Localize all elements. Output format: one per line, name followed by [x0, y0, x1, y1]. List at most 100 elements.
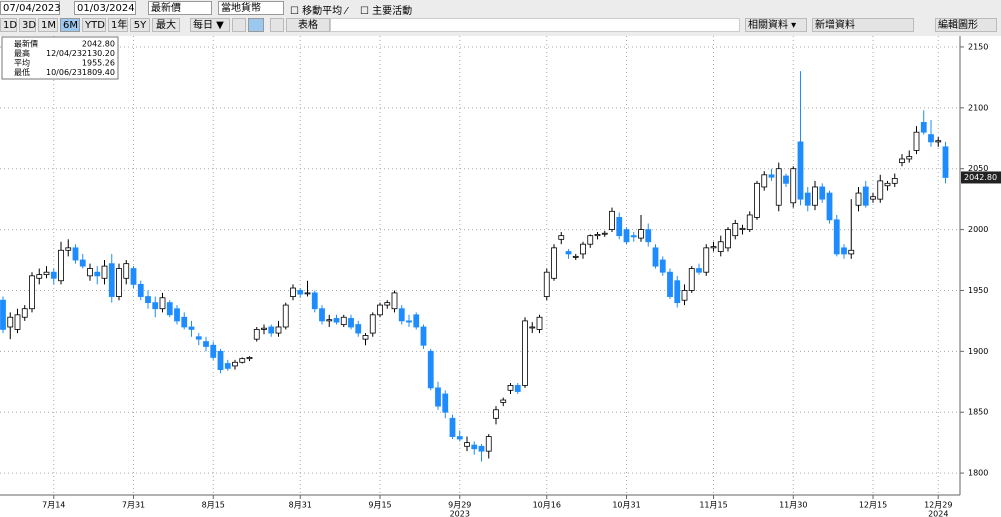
candle-body: [645, 229, 652, 243]
edit-chart[interactable]: 編輯圖形: [935, 18, 997, 32]
candle-body: [478, 445, 485, 452]
candle-body: [572, 255, 579, 258]
range-button[interactable]: 最大: [152, 18, 180, 32]
key-events[interactable]: ☐ 主要活動: [360, 6, 413, 17]
x-tick-label: 11月15: [699, 501, 727, 510]
candle-body: [761, 174, 768, 188]
x-tick-label: 10月31: [612, 501, 640, 510]
legend-date: 12/04/23: [46, 49, 82, 58]
candle-body: [239, 358, 246, 363]
candle-body: [507, 385, 514, 391]
candle-body: [58, 249, 64, 282]
candle-body: [826, 192, 833, 221]
range-button[interactable]: 3D: [19, 18, 36, 32]
tool-button[interactable]: [270, 18, 284, 32]
candle-body: [703, 247, 710, 273]
candle-body: [442, 393, 449, 413]
candle-body: [275, 326, 282, 334]
spacer: [330, 18, 740, 32]
candle-body: [667, 271, 673, 297]
candle-body: [87, 268, 93, 277]
range-button[interactable]: 6M: [60, 18, 80, 32]
candle-body: [659, 259, 666, 273]
candle-body: [797, 141, 804, 200]
candle-body: [65, 247, 72, 251]
candle-body: [311, 292, 318, 310]
last-price-label: 2042.80: [964, 173, 997, 182]
candle-body: [500, 399, 507, 403]
y-tick-label: 2050: [968, 164, 988, 173]
candle-body: [181, 316, 188, 328]
candle-body: [558, 235, 565, 240]
candle-body: [355, 324, 362, 334]
key-events-label: 主要活動: [372, 6, 413, 17]
candle-body: [580, 243, 586, 255]
end-date[interactable]: 01/03/2024: [74, 1, 136, 15]
range-button[interactable]: 5Y: [130, 18, 150, 32]
candle-body: [862, 186, 869, 206]
candle-body: [804, 192, 811, 206]
candle-body: [717, 241, 724, 252]
candle-body: [14, 314, 21, 330]
candle-body: [638, 229, 644, 239]
candle-body: [340, 316, 347, 325]
candle-body: [268, 326, 275, 334]
frequency[interactable]: 每日 ▼: [190, 18, 230, 32]
range-button[interactable]: 1年: [108, 18, 128, 32]
candle-body: [485, 436, 492, 452]
x-tick-label: 11月30: [779, 501, 807, 510]
candle-body: [261, 327, 267, 330]
candle-body: [623, 229, 630, 243]
candle-body: [224, 363, 231, 369]
candle-body: [739, 227, 746, 230]
price-field[interactable]: 最新價: [148, 1, 212, 15]
legend-box: [1, 36, 119, 80]
candle-body: [116, 268, 122, 297]
moving-average[interactable]: ☐ 移動平均 ⁄: [290, 6, 348, 17]
candle-body: [942, 146, 949, 178]
legend-value: 1955.26: [82, 59, 115, 68]
candle-body: [754, 182, 760, 218]
range-button[interactable]: 1M: [38, 18, 58, 32]
candle-body: [601, 232, 608, 235]
candle-body: [362, 335, 369, 340]
x-tick-label: 12月29: [924, 501, 952, 510]
table-button[interactable]: 表格: [286, 18, 330, 32]
candle-body: [688, 268, 695, 291]
start-date[interactable]: 07/04/2023: [0, 1, 61, 15]
candle-body: [493, 409, 499, 419]
chart-bg: [0, 36, 1001, 517]
candle-body: [101, 265, 108, 279]
tool-button[interactable]: [232, 18, 246, 32]
currency[interactable]: 當地貨幣: [218, 1, 284, 15]
add-data[interactable]: 新增資料: [812, 18, 914, 32]
candle-body: [630, 235, 637, 238]
candle-body: [297, 290, 304, 295]
candle-body: [21, 308, 28, 318]
candle-body: [290, 287, 296, 297]
candle-body: [920, 122, 927, 133]
related-data[interactable]: 相關資料 ▾: [745, 18, 807, 32]
range-button[interactable]: 1D: [0, 18, 17, 32]
y-tick-label: 2100: [968, 103, 988, 112]
candle-body: [217, 350, 224, 370]
legend-name: 最新價: [14, 39, 38, 49]
candle-body: [464, 442, 470, 447]
candle-body: [210, 344, 217, 358]
candle-body: [435, 387, 441, 407]
x-tick-label: 12月15: [859, 501, 887, 510]
candle-body: [152, 302, 159, 310]
y-tick-label: 1850: [968, 408, 988, 417]
x-tick-label: 9月29: [448, 501, 471, 510]
tool-button[interactable]: [248, 18, 264, 32]
candle-body: [333, 318, 340, 323]
candle-body: [348, 318, 354, 328]
candle-body: [877, 180, 884, 200]
candle-body: [746, 214, 753, 230]
candle-body: [130, 268, 137, 285]
candle-body: [529, 326, 536, 329]
range-button[interactable]: YTD: [82, 18, 106, 32]
candle-body: [174, 308, 180, 322]
